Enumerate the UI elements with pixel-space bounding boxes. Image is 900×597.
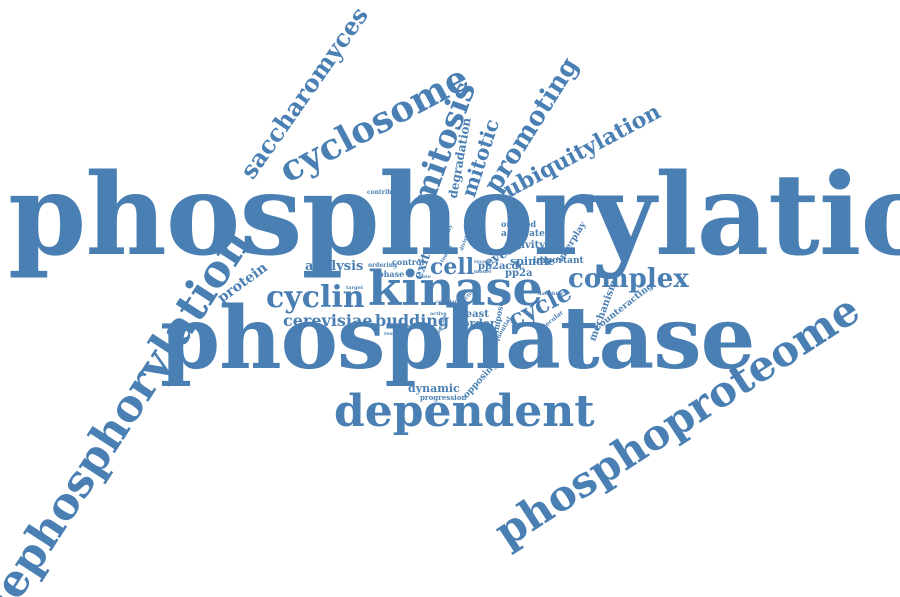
- word-ordered: ordered: [501, 219, 537, 229]
- word-residue: residue: [384, 331, 405, 337]
- word-cerevisiae: cerevisiae: [283, 311, 373, 330]
- word-daughter: daughter: [538, 291, 564, 297]
- word-recent: recent: [474, 259, 492, 265]
- word-cellular: cellular: [436, 299, 458, 305]
- word-ordering: ordering: [368, 262, 398, 269]
- word-yeast: yeast: [460, 309, 489, 320]
- word-accurate: accurate: [501, 229, 545, 239]
- word-cell: cell: [430, 254, 475, 280]
- word-phosphatase: phosphatase: [160, 288, 755, 389]
- word-control: control: [392, 257, 425, 267]
- word-spindle: spindle: [510, 255, 555, 268]
- word-dependent: dependent: [334, 386, 595, 437]
- word-species: species: [408, 324, 429, 330]
- word-contribute: contribute: [367, 189, 403, 196]
- word-cyclin: cyclin: [266, 280, 365, 315]
- word-dynamic: dynamic: [408, 382, 460, 395]
- word-pp2acdc: pp2acdc: [478, 261, 525, 272]
- word-target: target: [346, 285, 364, 291]
- word-pp2a: pp2a: [505, 268, 533, 279]
- word-model: model: [474, 269, 492, 275]
- word-progression: progression: [420, 393, 467, 402]
- word-activity: activity: [504, 240, 546, 251]
- word-analysis: analysis: [305, 259, 364, 274]
- word-late: late: [420, 274, 431, 280]
- word-order: order: [462, 317, 496, 330]
- word-active: active: [430, 311, 447, 317]
- word-complex: complex: [568, 264, 689, 294]
- word-budding: budding: [375, 311, 450, 330]
- word-phase: phase: [378, 269, 405, 279]
- word-phosphorylation: phosphorylation: [8, 150, 900, 281]
- word-important: important: [533, 256, 584, 266]
- word-kinase: kinase: [368, 261, 544, 317]
